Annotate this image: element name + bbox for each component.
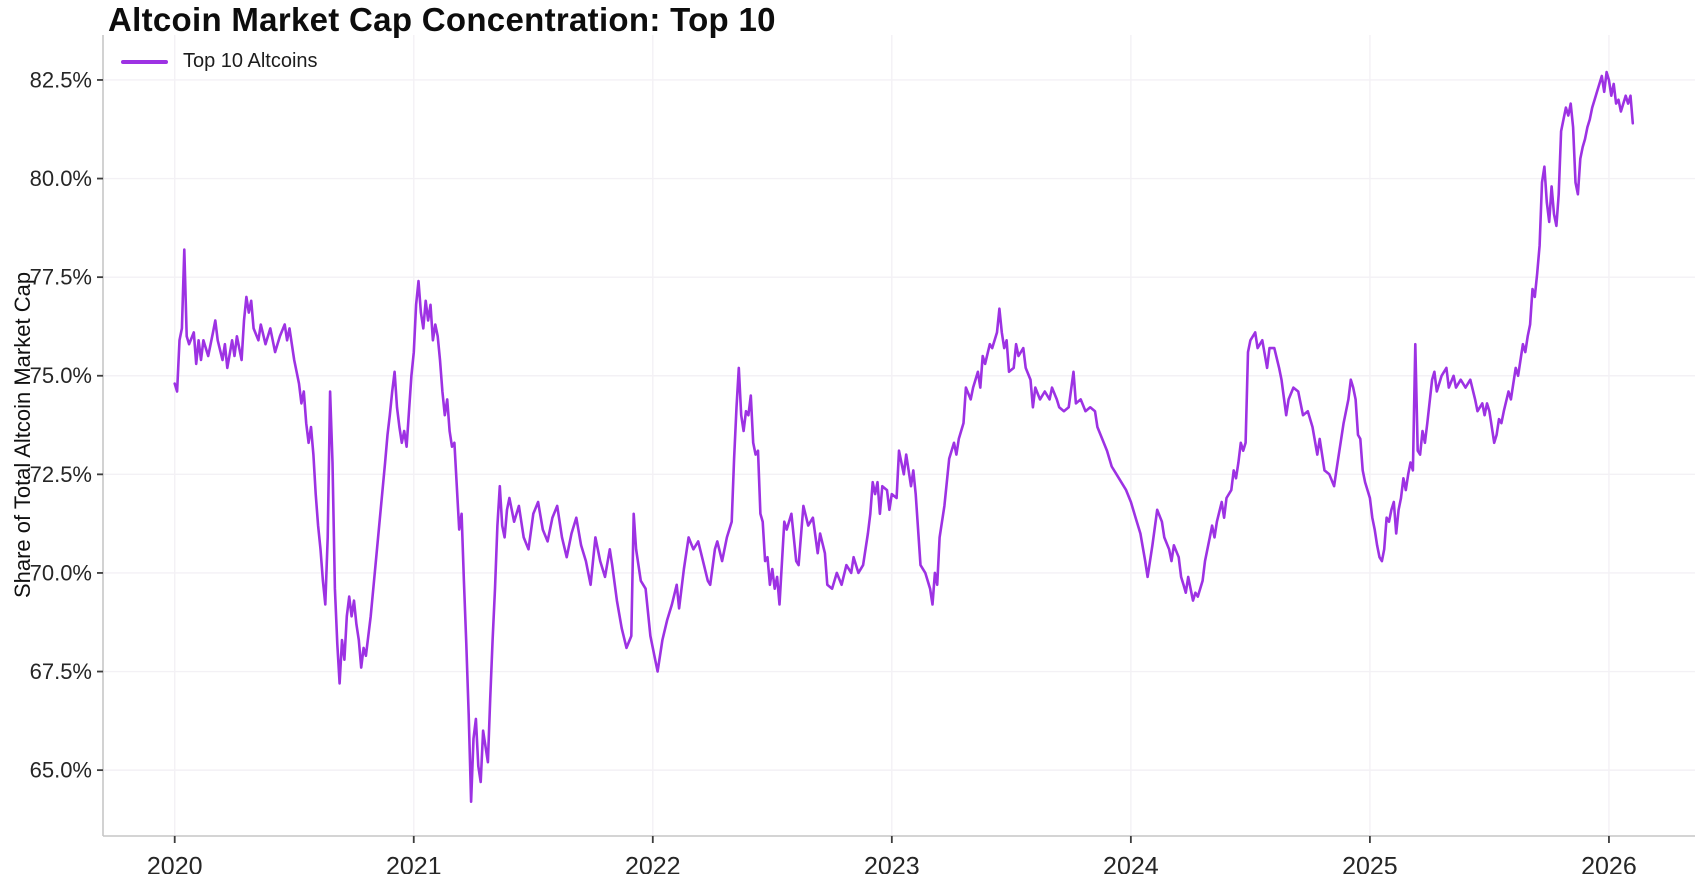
y-tick-label: 82.5% bbox=[30, 67, 92, 92]
x-tick-label: 2026 bbox=[1581, 853, 1637, 874]
x-tick-label: 2021 bbox=[386, 853, 442, 874]
y-tick-label: 67.5% bbox=[30, 659, 92, 684]
axes bbox=[102, 35, 1695, 837]
y-tick-label: 70.0% bbox=[30, 560, 92, 585]
series-line bbox=[173, 70, 1635, 803]
x-tick-label: 2022 bbox=[625, 853, 681, 874]
gridlines bbox=[103, 35, 1695, 836]
y-tick-label: 65.0% bbox=[30, 758, 92, 783]
legend-line-swatch bbox=[121, 59, 168, 64]
legend-label: Top 10 Altcoins bbox=[183, 50, 318, 72]
y-tick-label: 77.5% bbox=[30, 265, 92, 290]
y-axis-title: Share of Total Altcoin Market Cap bbox=[10, 272, 35, 598]
axis-tick-labels: 82.5% 80.0% 77.5% 75.0% 72.5% 70.0% 67.5% 65.0%… bbox=[30, 67, 1637, 874]
chart-title: Altcoin Market Cap Concentration: Top 10 bbox=[108, 1, 776, 38]
y-tick-label: 80.0% bbox=[30, 166, 92, 191]
axis-ticks bbox=[97, 79, 1610, 843]
x-tick-label: 2025 bbox=[1342, 853, 1398, 874]
x-tick-label: 2020 bbox=[147, 853, 203, 874]
data-series bbox=[173, 70, 1635, 803]
y-tick-label: 75.0% bbox=[30, 363, 92, 388]
x-tick-label: 2023 bbox=[864, 853, 920, 874]
legend: Top 10 Altcoins bbox=[121, 50, 318, 73]
y-tick-label: 72.5% bbox=[30, 462, 92, 487]
x-tick-label: 2024 bbox=[1103, 853, 1159, 874]
